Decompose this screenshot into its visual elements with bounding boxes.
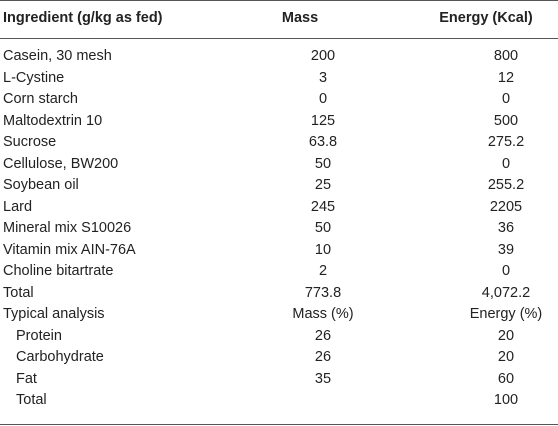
- header-energy: Energy (Kcal): [439, 10, 533, 26]
- table-row: Maltodextrin 10 125 500: [0, 113, 558, 135]
- energy-cell: 255.2: [487, 177, 525, 193]
- energy-cell: 39: [497, 241, 515, 258]
- ingredient-cell: Total: [16, 392, 47, 408]
- mass-cell: 125: [310, 112, 336, 129]
- energy-cell: 800: [493, 48, 519, 64]
- table-top-rule: [0, 0, 558, 1]
- table-row: Casein, 30 mesh 200 800: [0, 48, 558, 70]
- ingredient-cell: Maltodextrin 10: [3, 112, 103, 129]
- mass-cell: 245: [310, 198, 336, 215]
- ingredient-cell: Vitamin mix AIN-76A: [3, 241, 136, 258]
- ingredient-cell: Fat: [16, 370, 37, 387]
- ingredient-cell: Protein: [16, 327, 62, 344]
- ingredient-cell: Carbohydrate: [16, 349, 104, 365]
- ingredient-cell: Soybean oil: [3, 177, 79, 193]
- table-row: Carbohydrate 26 20: [0, 349, 558, 371]
- table-row: Fat 35 60: [0, 371, 558, 393]
- table-row: Choline bitartrate 2 0: [0, 263, 558, 285]
- table-bottom-rule: [0, 424, 558, 425]
- mass-cell: Mass (%): [292, 306, 354, 322]
- ingredient-cell: Sucrose: [3, 134, 57, 150]
- table-row: Mineral mix S10026 50 36: [0, 220, 558, 242]
- energy-cell: 0: [501, 155, 511, 172]
- energy-cell: Energy (%): [469, 306, 543, 322]
- mass-cell: 773.8: [304, 284, 342, 301]
- ingredient-cell: Lard: [3, 198, 33, 215]
- table-body: Casein, 30 mesh 200 800 L-Cystine 3 12 Corn st…: [0, 48, 558, 414]
- table-row: Total 100: [0, 392, 558, 414]
- header-ingredient: Ingredient (g/kg as fed): [3, 10, 163, 26]
- table-row: Corn starch 0 0: [0, 91, 558, 113]
- table-row: Total 773.8 4,072.2: [0, 285, 558, 307]
- energy-cell: 0: [501, 263, 511, 279]
- energy-cell: 2205: [489, 198, 523, 215]
- mass-cell: 2: [318, 263, 328, 279]
- ingredient-cell: Mineral mix S10026: [3, 220, 132, 236]
- table-row: Soybean oil 25 255.2: [0, 177, 558, 199]
- ingredient-cell: L-Cystine: [3, 69, 65, 86]
- energy-cell: 0: [501, 91, 511, 107]
- table-row: Protein 26 20: [0, 328, 558, 350]
- table-header: Ingredient (g/kg as fed) Mass Energy (Kc…: [0, 0, 558, 38]
- ingredient-cell: Total: [3, 284, 34, 301]
- energy-cell: 4,072.2: [481, 284, 531, 301]
- mass-cell: 50: [314, 155, 332, 172]
- mass-cell: 10: [314, 241, 332, 258]
- ingredient-cell: Typical analysis: [3, 306, 105, 322]
- ingredient-cell: Choline bitartrate: [3, 263, 114, 279]
- mass-cell: 35: [314, 370, 332, 387]
- table-row: Vitamin mix AIN-76A 10 39: [0, 242, 558, 264]
- mass-cell: 26: [314, 327, 332, 344]
- table-row: Sucrose 63.8 275.2: [0, 134, 558, 156]
- header-rule: [0, 38, 558, 39]
- ingredient-cell: Corn starch: [3, 91, 78, 107]
- mass-cell: 50: [314, 220, 332, 236]
- mass-cell: 63.8: [308, 134, 338, 150]
- table-row: Typical analysis Mass (%) Energy (%): [0, 306, 558, 328]
- table-row: Lard 245 2205: [0, 199, 558, 221]
- table-row: L-Cystine 3 12: [0, 70, 558, 92]
- ingredient-cell: Cellulose, BW200: [3, 155, 119, 172]
- energy-cell: 36: [497, 220, 515, 236]
- energy-cell: 500: [493, 112, 519, 129]
- table-row: Cellulose, BW200 50 0: [0, 156, 558, 178]
- energy-cell: 60: [497, 370, 515, 387]
- mass-cell: 26: [314, 349, 332, 365]
- energy-cell: 100: [493, 392, 519, 408]
- mass-cell: 25: [314, 177, 332, 193]
- energy-cell: 275.2: [487, 134, 525, 150]
- mass-cell: 200: [310, 48, 336, 64]
- ingredient-cell: Casein, 30 mesh: [3, 48, 112, 64]
- energy-cell: 20: [497, 327, 515, 344]
- energy-cell: 12: [497, 69, 515, 86]
- mass-cell: 3: [318, 69, 328, 86]
- energy-cell: 20: [497, 349, 515, 365]
- mass-cell: 0: [318, 91, 328, 107]
- header-mass: Mass: [281, 10, 319, 26]
